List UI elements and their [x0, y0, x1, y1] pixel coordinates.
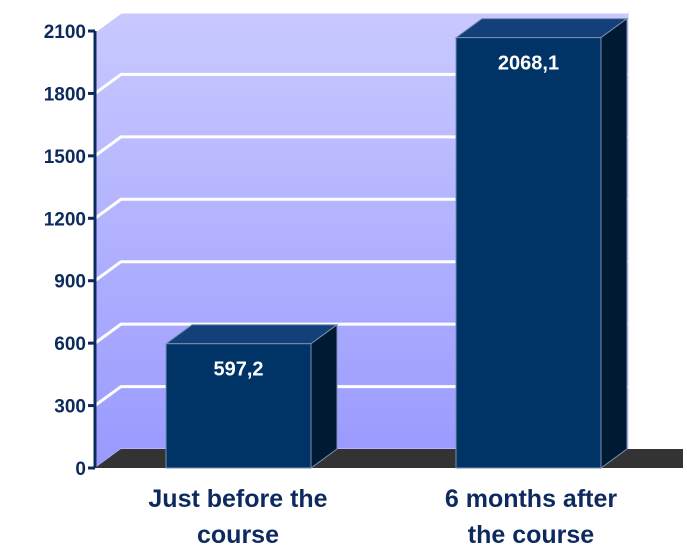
category-label: 6 months after	[445, 485, 618, 513]
y-tick-label: 2100	[44, 22, 86, 43]
y-tick-label: 300	[54, 397, 86, 418]
y-tick-label: 1500	[44, 147, 86, 168]
labels: 597,2 2068,1 Just before the course 6 months…	[148, 53, 617, 549]
y-tick-label: 0	[75, 459, 86, 480]
category-label: course	[197, 521, 279, 549]
category-label: Just before the	[148, 485, 327, 513]
y-tick-label: 1800	[44, 84, 86, 105]
data-label: 2068,1	[498, 53, 559, 75]
y-tick-label: 900	[54, 272, 86, 293]
bars	[164, 17, 629, 469]
y-tick-label: 600	[54, 334, 86, 355]
bar	[455, 37, 602, 469]
y-axis: 0 300 600 900 1200 1500 1800 2100	[44, 22, 97, 480]
data-label: 597,2	[213, 359, 263, 381]
bar-top	[454, 18, 629, 39]
bar-side	[600, 17, 628, 469]
gridline	[94, 10, 628, 33]
bar-side	[310, 323, 338, 469]
bar-top	[164, 324, 339, 345]
category-label: the course	[468, 521, 595, 549]
y-tick-label: 1200	[44, 209, 86, 230]
bar	[165, 343, 312, 469]
